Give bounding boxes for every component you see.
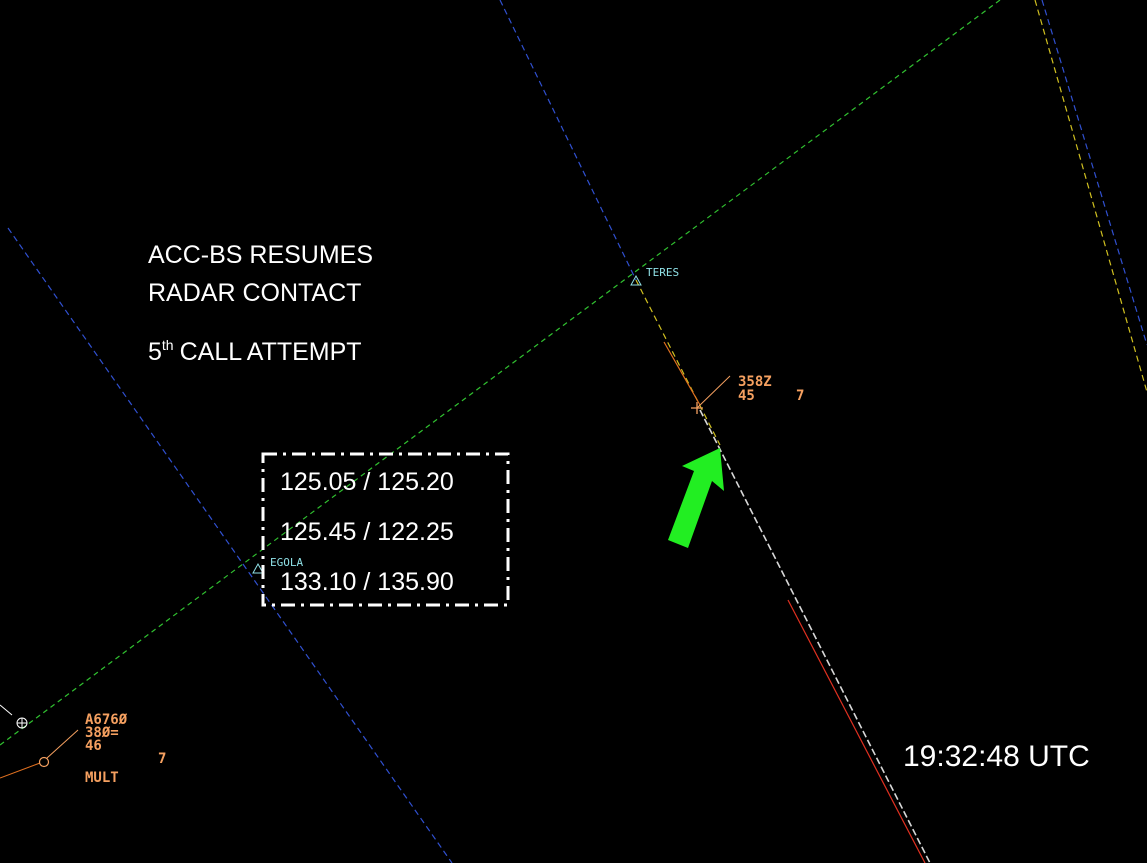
track-label: 7 [796, 388, 804, 404]
frequency: 125.45 / 122.25 [280, 518, 454, 546]
airway [635, 279, 721, 446]
track-label: MULT [85, 770, 119, 786]
waypoint-label: EGOLA [270, 556, 303, 569]
waypoint-label: TERES [646, 266, 679, 279]
airway [499, 0, 637, 281]
airway [1034, 0, 1147, 393]
leader-line [46, 729, 79, 759]
track-label: A676Ø [85, 712, 128, 728]
airway [0, 0, 1001, 746]
track-symbol [691, 402, 703, 414]
track-label: 7 [158, 751, 166, 767]
track-symbol [38, 756, 50, 768]
airway [7, 227, 453, 863]
route [699, 409, 931, 863]
track-label: 46 [85, 738, 102, 754]
frequency: 125.05 / 125.20 [280, 468, 454, 496]
leader-line [696, 375, 731, 409]
ordinal: 5 [148, 338, 162, 366]
route [787, 599, 926, 863]
track-symbol [17, 718, 27, 728]
history-trail [663, 341, 701, 406]
airway [1041, 0, 1147, 346]
frequency: 133.10 / 135.90 [280, 568, 454, 596]
annotation-line: RADAR CONTACT [148, 279, 361, 307]
track-label: 38Ø= [85, 725, 119, 741]
ordinal-suffix: th [162, 337, 174, 353]
call-text: CALL ATTEMPT [180, 338, 362, 366]
waypoint-symbol [630, 274, 642, 286]
waypoint-symbol [252, 562, 264, 574]
history-trail [0, 762, 41, 779]
track-label: 45 [738, 388, 755, 404]
annotation-line: 5th CALL ATTEMPT [148, 337, 362, 366]
frequency-box [261, 452, 510, 607]
clock: 19:32:48 UTC [903, 740, 1090, 773]
pointer-arrow [668, 448, 724, 548]
history-trail [0, 704, 13, 716]
annotation-line: ACC-BS RESUMES [148, 241, 373, 269]
track-label: 358Z [738, 374, 772, 390]
